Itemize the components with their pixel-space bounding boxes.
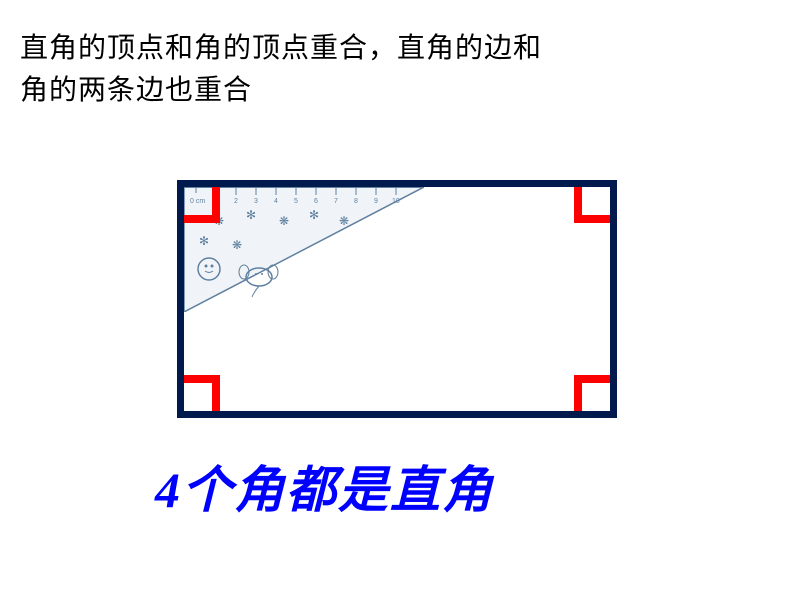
svg-text:10: 10 (392, 198, 400, 205)
svg-text:✻: ✻ (309, 208, 319, 222)
svg-text:2: 2 (234, 198, 238, 205)
triangle-ruler-icon: 0 cm 1 2 3 4 5 6 7 8 9 10 ❋ ✻ ❋ ✻ ❋ ✻ ❋ (184, 187, 424, 312)
instruction-text: 直角的顶点和角的顶点重合，直角的边和 角的两条边也重合 (20, 28, 542, 112)
rectangle-diagram: 0 cm 1 2 3 4 5 6 7 8 9 10 ❋ ✻ ❋ ✻ ❋ ✻ ❋ (177, 180, 617, 418)
svg-text:9: 9 (374, 198, 378, 205)
svg-text:❋: ❋ (339, 214, 349, 228)
svg-text:✻: ✻ (199, 234, 209, 248)
svg-text:3: 3 (254, 198, 258, 205)
conclusion-text: 4个角都是直角 (155, 450, 494, 522)
svg-text:7: 7 (334, 198, 338, 205)
svg-text:6: 6 (314, 198, 318, 205)
right-angle-marker-bl (184, 375, 220, 411)
svg-text:5: 5 (294, 198, 298, 205)
instruction-line1: 直角的顶点和角的顶点重合，直角的边和 (20, 33, 542, 64)
svg-text:4: 4 (274, 198, 278, 205)
svg-text:✻: ✻ (246, 208, 256, 222)
right-angle-marker-tl (184, 187, 220, 223)
instruction-line2: 角的两条边也重合 (20, 75, 252, 106)
right-angle-marker-tr (574, 187, 610, 223)
svg-text:8: 8 (354, 198, 358, 205)
svg-text:❋: ❋ (232, 238, 242, 252)
svg-text:❋: ❋ (279, 214, 289, 228)
right-angle-marker-br (574, 375, 610, 411)
